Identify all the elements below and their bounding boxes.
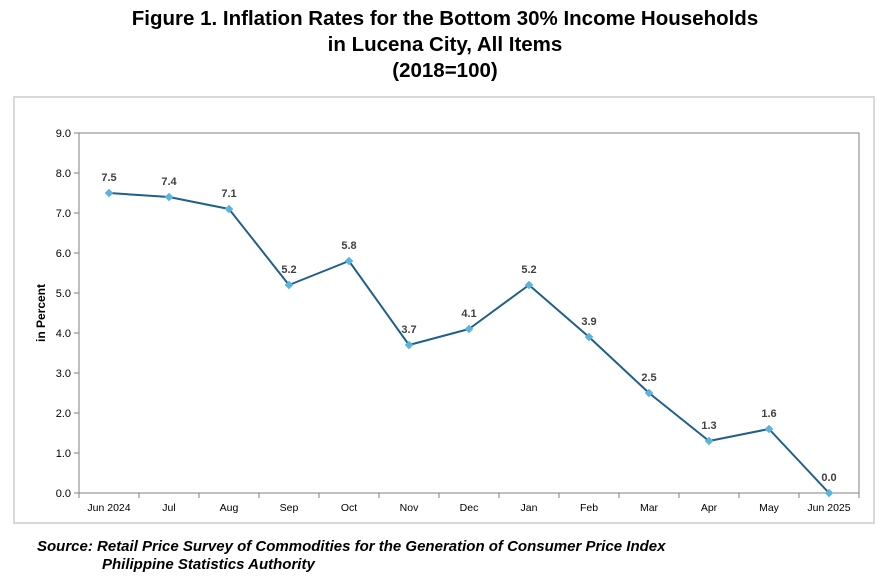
data-label: 7.4 [161,176,177,188]
chart-title-line-2: in Lucena City, All Items [327,33,563,56]
source-line-1: Source: Retail Price Survey of Commoditi… [37,538,666,555]
y-tick-label: 6.0 [56,248,71,260]
x-tick-label: Aug [220,502,239,514]
x-tick-label: Nov [400,502,419,514]
x-tick-label: Jul [162,502,175,514]
data-point-marker [704,436,714,446]
data-point-marker [344,256,354,266]
x-tick-label: Mar [640,502,659,514]
y-tick-label: 2.0 [56,408,71,420]
x-tick-label: Apr [701,502,718,514]
x-tick-label: Jan [521,502,538,514]
y-tick-label: 4.0 [56,328,71,340]
y-tick-label: 7.0 [56,208,71,220]
y-axis-label: in Percent [34,284,48,342]
data-label: 2.5 [641,372,656,384]
x-tick-label: Oct [341,502,357,514]
x-tick-label: Jun 2024 [87,502,130,514]
y-tick-label: 3.0 [56,368,71,380]
data-point-marker [224,204,234,214]
source-note: Source: Retail Price Survey of Commoditi… [37,538,665,574]
plot-area [78,132,860,494]
x-tick-label: Dec [460,502,479,514]
data-label: 3.7 [401,324,416,336]
y-tick-label: 5.0 [56,288,71,300]
data-label: 0.0 [821,472,836,484]
data-label: 5.2 [281,264,296,276]
data-point-marker [104,188,114,198]
data-point-marker [764,424,774,434]
x-tick-label: Sep [280,502,299,514]
chart-title-line-3: (2018=100) [392,59,498,82]
data-point-marker [524,280,534,290]
y-tick-label: 1.0 [56,448,71,460]
y-tick-label: 8.0 [56,168,71,180]
data-label: 7.5 [101,172,116,184]
data-point-marker [824,488,834,498]
y-tick-label: 9.0 [56,128,71,140]
data-point-marker [404,340,414,350]
data-point-marker [644,388,654,398]
data-point-marker [284,280,294,290]
chart-frame: 0.0 1.0 2.0 3.0 4.0 5.0 6.0 7.0 8.0 9.0 Jun 2024 Ju… [13,96,875,524]
data-label: 1.6 [761,408,776,420]
chart-title-line-1: Figure 1. Inflation Rates for the Bottom… [131,7,759,30]
data-label: 1.3 [701,420,716,432]
data-label: 4.1 [461,308,476,320]
data-label: 7.1 [221,188,236,200]
x-tick-label: Feb [580,502,598,514]
data-label: 5.8 [341,240,356,252]
x-tick-label: Jun 2025 [807,502,850,514]
data-label: 3.9 [581,316,596,328]
chart-title: Figure 1. Inflation Rates for the Bottom… [0,6,890,84]
series-line [108,192,830,494]
data-point-marker [464,324,474,334]
line-chart: 0.0 1.0 2.0 3.0 4.0 5.0 6.0 7.0 8.0 9.0 Jun 2024 Ju… [34,128,860,514]
data-label: 5.2 [521,264,536,276]
data-point-marker [584,332,594,342]
x-tick-label: May [759,502,780,514]
source-line-2: Philippine Statistics Authority [102,556,315,573]
y-tick-label: 0.0 [56,488,71,500]
data-point-marker [164,192,174,202]
